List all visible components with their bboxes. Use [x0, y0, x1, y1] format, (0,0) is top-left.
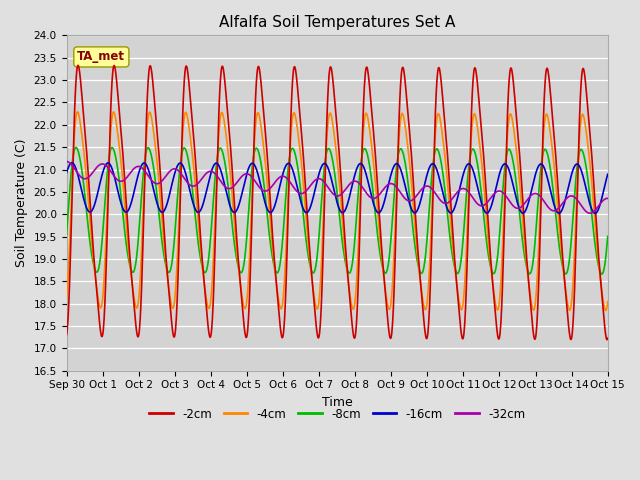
Title: Alfalfa Soil Temperatures Set A: Alfalfa Soil Temperatures Set A — [219, 15, 455, 30]
Legend: -2cm, -4cm, -8cm, -16cm, -32cm: -2cm, -4cm, -8cm, -16cm, -32cm — [145, 403, 530, 425]
Y-axis label: Soil Temperature (C): Soil Temperature (C) — [15, 139, 28, 267]
X-axis label: Time: Time — [322, 396, 353, 409]
Text: TA_met: TA_met — [77, 50, 125, 63]
